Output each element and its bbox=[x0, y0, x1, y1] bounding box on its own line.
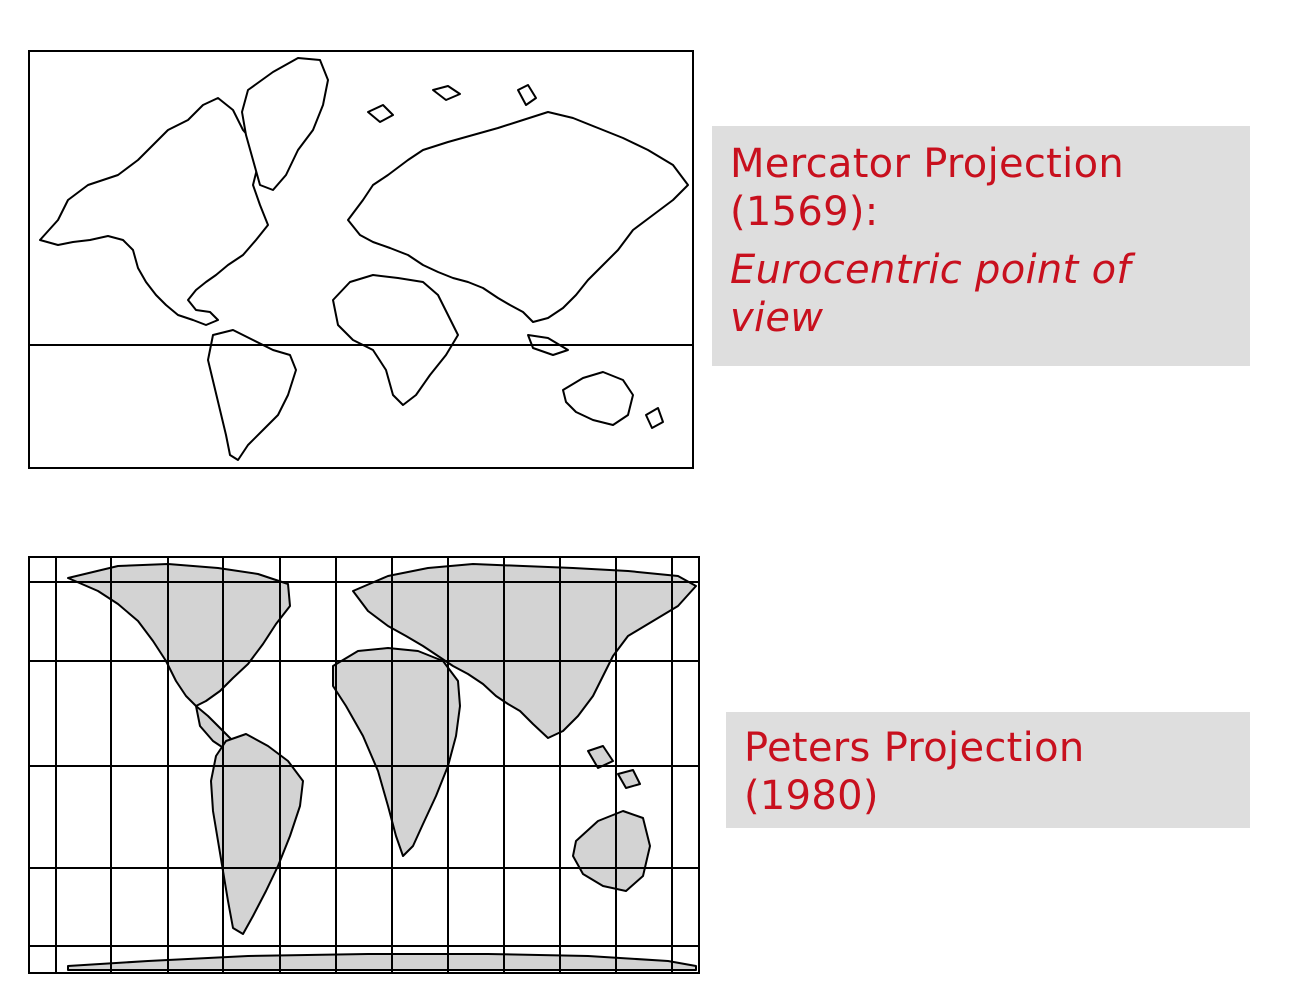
mercator-label-box: Mercator Projection (1569): Eurocentric … bbox=[712, 126, 1250, 366]
island-shape bbox=[645, 407, 664, 429]
australia-shape bbox=[562, 371, 634, 426]
antarctica-shape bbox=[67, 953, 697, 971]
island-shape bbox=[617, 769, 641, 789]
graticule bbox=[29, 557, 699, 973]
mercator-map-svg bbox=[28, 50, 694, 469]
peters-map-svg bbox=[28, 556, 700, 974]
africa-shape bbox=[332, 647, 461, 857]
south-america-shape bbox=[207, 329, 297, 461]
peters-title-line2: (1980) bbox=[744, 773, 879, 819]
greenland-shape bbox=[241, 57, 329, 191]
peters-label-box: Peters Projection (1980) bbox=[726, 712, 1250, 828]
mercator-map bbox=[28, 50, 694, 469]
island-shape bbox=[367, 104, 394, 123]
mercator-note-line1: Eurocentric point of bbox=[730, 247, 1131, 293]
north-america-shape bbox=[39, 97, 269, 326]
peters-title-line1: Peters Projection bbox=[744, 725, 1085, 771]
island-shape bbox=[587, 745, 614, 769]
eurasia-shape bbox=[352, 563, 697, 739]
mercator-title-line2: (1569): bbox=[730, 189, 879, 235]
mercator-title-line1: Mercator Projection bbox=[730, 141, 1125, 187]
africa-shape bbox=[332, 274, 459, 406]
island-shape bbox=[432, 85, 461, 101]
peters-map bbox=[28, 556, 700, 974]
peters-landmasses bbox=[67, 563, 697, 971]
north-america-shape bbox=[67, 563, 291, 707]
mercator-landmasses bbox=[39, 57, 689, 461]
eurasia-shape bbox=[347, 111, 689, 323]
mercator-note-line2: view bbox=[730, 295, 824, 341]
island-shape bbox=[517, 84, 537, 106]
